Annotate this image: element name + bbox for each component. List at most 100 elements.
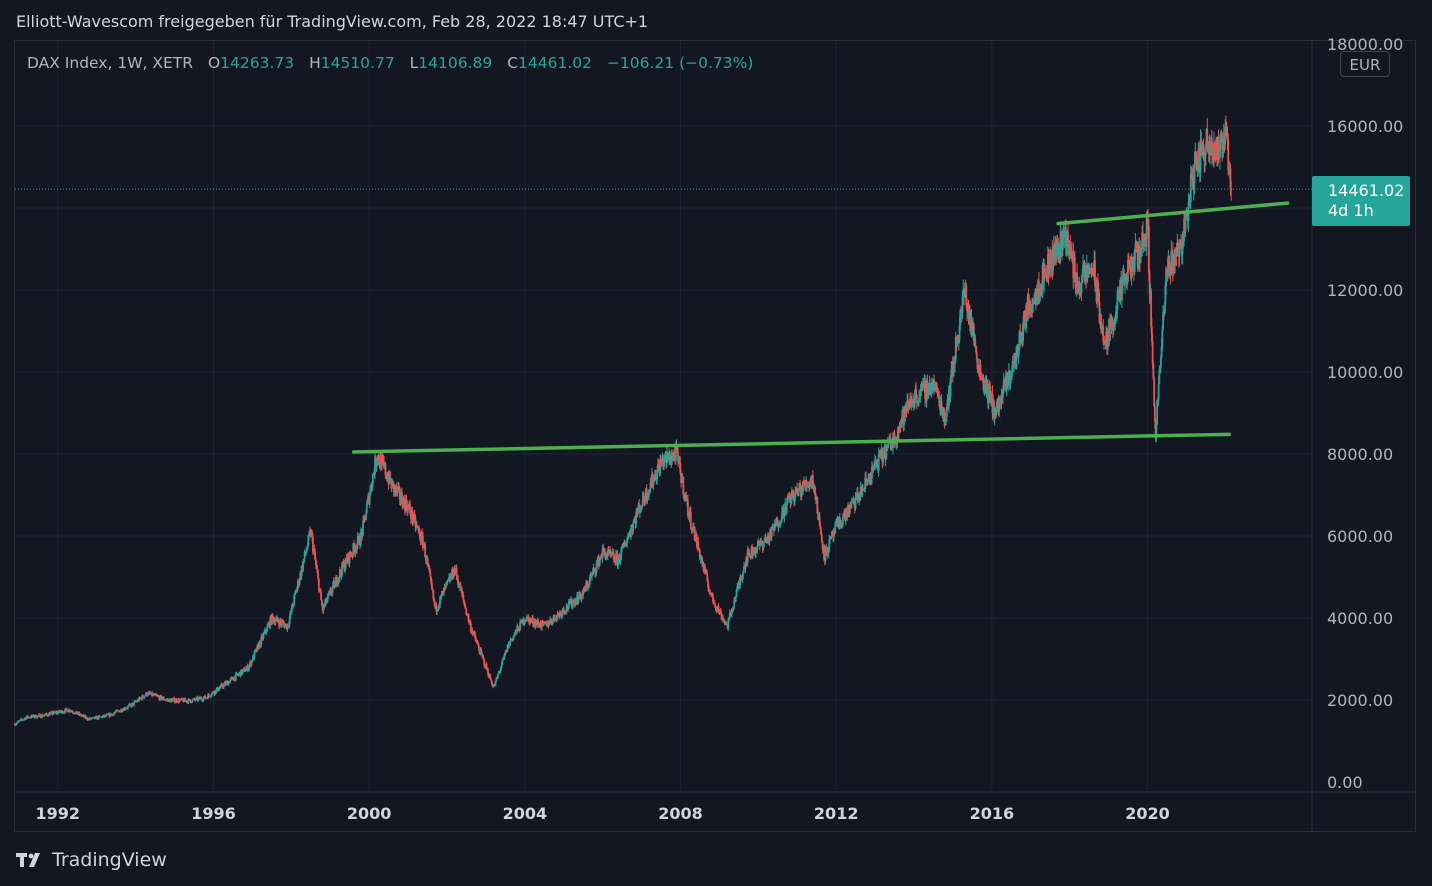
candle-body: [1040, 287, 1043, 292]
candle-body: [49, 713, 52, 716]
candle-body: [594, 572, 597, 574]
candle-body: [1103, 340, 1106, 345]
brand[interactable]: TradingView: [16, 849, 167, 871]
candle-body: [210, 695, 212, 697]
candle-body: [799, 482, 802, 489]
candle-body: [841, 524, 843, 528]
candle-body: [1200, 139, 1203, 146]
candle-body: [593, 567, 596, 569]
candle-body: [1126, 282, 1129, 285]
candle-body: [36, 715, 39, 718]
low-label: L: [409, 54, 419, 72]
candle-body: [1011, 361, 1014, 374]
candle-body: [1045, 273, 1048, 280]
candle-body: [734, 596, 737, 602]
candle-body: [78, 712, 81, 715]
candle-body: [863, 489, 866, 491]
candle-body: [279, 619, 282, 623]
brand-name: TradingView: [52, 849, 167, 871]
candle-body: [44, 714, 46, 716]
candle-body: [529, 618, 532, 621]
candle-body: [110, 713, 113, 716]
candle-body: [513, 635, 516, 637]
candle-body: [550, 620, 553, 624]
candle-body: [756, 544, 759, 550]
candle-body: [1121, 274, 1124, 285]
candle-body: [411, 510, 414, 522]
candle-body: [1139, 248, 1142, 263]
symbol-name[interactable]: DAX Index, 1W, XETR: [27, 54, 194, 72]
candle-body: [15, 723, 18, 725]
candle-body: [288, 616, 291, 625]
candle-body: [539, 622, 542, 628]
candle-body: [497, 673, 500, 675]
candle-body: [416, 526, 419, 528]
candle-body: [337, 578, 340, 584]
candle-body: [14, 724, 17, 726]
candle-body: [588, 577, 591, 585]
candle-body: [282, 621, 284, 623]
candle-body: [256, 644, 259, 651]
candle-body: [481, 652, 483, 656]
candle-body: [819, 525, 822, 529]
candle-body: [35, 717, 38, 719]
candle-body: [1048, 267, 1051, 276]
candle-body: [183, 698, 186, 701]
y-tick-label: 16000.00: [1327, 117, 1403, 136]
candle-body: [457, 585, 460, 587]
candle-body: [380, 456, 383, 470]
candle-body: [1081, 274, 1084, 284]
candle-body: [438, 604, 441, 607]
candle-body: [1060, 231, 1063, 241]
candle-body: [1164, 285, 1167, 306]
candle-body: [591, 572, 593, 577]
candle-body: [435, 604, 438, 612]
candle-body: [709, 592, 712, 594]
candle-body: [768, 535, 771, 544]
candle-body: [209, 696, 212, 698]
candle-body: [1174, 251, 1176, 265]
candle-body: [279, 619, 281, 627]
candle-body: [327, 593, 330, 595]
candle-body: [449, 575, 452, 582]
candle-body: [114, 711, 117, 713]
candle-body: [141, 695, 144, 700]
candle-body: [433, 601, 436, 608]
chart-caption: Elliott-Wavescom freigegeben für Trading…: [16, 12, 649, 31]
candle-body: [668, 453, 671, 464]
candle-body: [446, 580, 449, 582]
candle-body: [579, 591, 581, 597]
candle-body: [271, 614, 274, 618]
candle-body: [910, 403, 913, 407]
candle-body: [427, 562, 430, 566]
candle-body: [993, 400, 995, 419]
candle-body: [828, 539, 831, 551]
trendlines[interactable]: [351, 201, 1290, 454]
candle-body: [298, 580, 301, 586]
candle-body: [1017, 349, 1020, 356]
candle-body: [417, 527, 420, 530]
candle-body: [818, 515, 821, 526]
candle-body: [525, 620, 528, 622]
candle-body: [517, 626, 519, 628]
candle-body: [1037, 280, 1040, 300]
currency-button[interactable]: EUR: [1340, 51, 1390, 77]
candle-body: [160, 695, 163, 700]
candle-body: [594, 568, 596, 574]
candle-body: [1204, 155, 1206, 161]
candle-body: [493, 685, 496, 687]
candle-body: [567, 600, 570, 609]
candle-body: [1153, 406, 1156, 422]
candle-body: [952, 364, 955, 377]
candle-body: [332, 582, 334, 588]
candle-body: [25, 717, 28, 720]
candle-body: [889, 439, 892, 449]
candle-body: [19, 719, 22, 721]
candle-body: [287, 625, 290, 627]
candle-body: [549, 619, 552, 624]
candle-body: [762, 542, 765, 549]
candle-body: [862, 488, 864, 490]
candle-body: [121, 711, 123, 713]
candle-body: [1159, 357, 1162, 368]
